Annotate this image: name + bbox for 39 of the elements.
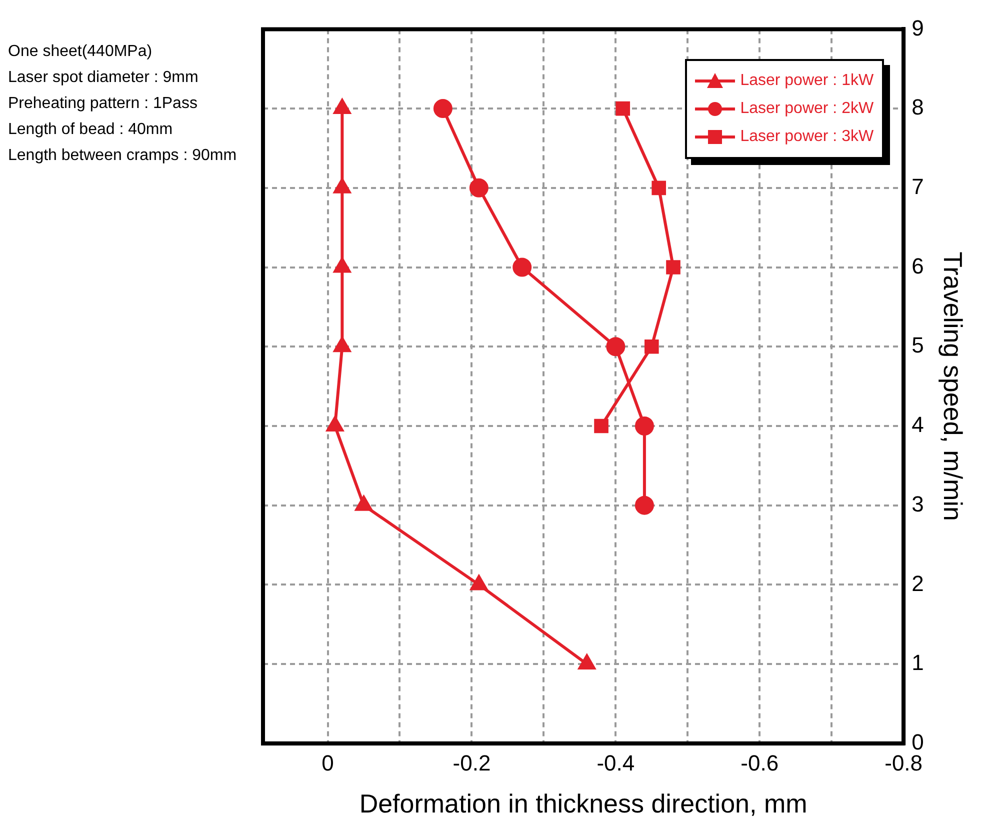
text: One sheet(440MPa)	[8, 42, 154, 62]
text: Preheating pattern : 1Pass	[8, 94, 198, 114]
x-tick-label: -0.2	[452, 750, 491, 776]
point	[616, 101, 630, 116]
point	[652, 180, 666, 196]
y-tick-label: 6	[912, 253, 924, 278]
y-tick-label: 5	[912, 332, 924, 358]
point	[594, 418, 608, 434]
y-tick-label: 1	[912, 650, 924, 676]
y-axis-title: Traveling speed, m/min	[938, 252, 968, 521]
legend-label: Laser power : 1kW	[740, 72, 874, 90]
point	[666, 260, 680, 274]
point	[355, 496, 372, 511]
y-tick-label: 4	[912, 412, 924, 438]
y-tick-label: 2	[912, 570, 924, 596]
legend-label: Laser power : 3kW	[740, 128, 874, 146]
point	[644, 339, 659, 354]
y-tick-label: 8	[912, 94, 924, 120]
point	[470, 575, 488, 590]
text: Laser spot diameter : 9mm	[8, 68, 200, 88]
point	[326, 416, 344, 432]
point	[634, 416, 654, 436]
text: Length of bead : 40mm	[8, 120, 174, 140]
x-tick-label: -0.6	[740, 750, 779, 776]
point	[512, 258, 532, 277]
x-axis-title: Deformation in thickness direction, mm	[359, 788, 808, 819]
point	[606, 337, 626, 356]
y-tick-label: 9	[912, 15, 924, 40]
legend-label: Laser power : 2kW	[740, 100, 874, 118]
point	[578, 654, 596, 670]
point	[469, 178, 488, 198]
text: Length between cramps : 90mm	[8, 146, 238, 166]
y-tick-label: 3	[912, 491, 924, 516]
point	[433, 99, 452, 118]
x-tick-label: 0	[322, 750, 334, 776]
point	[634, 496, 654, 515]
x-tick-label: -0.4	[596, 750, 635, 776]
y-tick-label: 7	[912, 174, 924, 199]
point	[334, 337, 351, 352]
